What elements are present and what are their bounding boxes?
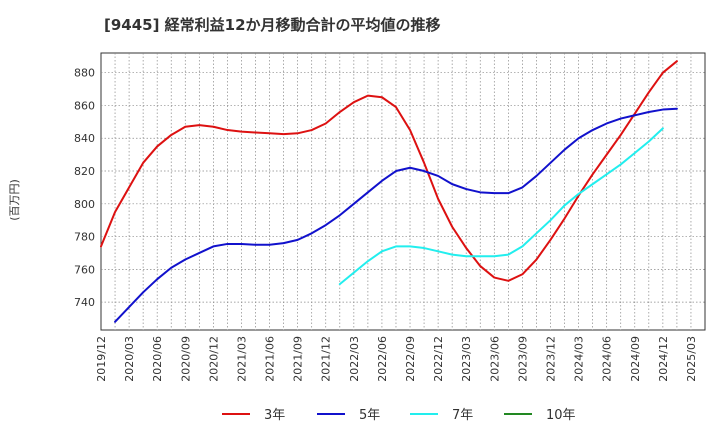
x-tick-label: 2020/03 — [123, 336, 136, 382]
x-tick-label: 2019/12 — [95, 336, 108, 382]
y-tick-label: 760 — [74, 263, 95, 276]
x-tick-label: 2024/03 — [573, 336, 586, 382]
x-tick-label: 2024/09 — [629, 336, 642, 382]
y-tick-labels: 740 760 780 800 820 840 860 880 — [74, 67, 95, 309]
legend-label-10年: 10年 — [546, 408, 576, 423]
x-tick-label: 2022/09 — [404, 336, 417, 382]
x-tick-label: 2024/12 — [657, 336, 670, 382]
plot-frame — [100, 52, 706, 331]
x-tick-label: 2021/06 — [264, 336, 277, 382]
legend-label-7年: 7年 — [452, 408, 473, 423]
legend-label-5年: 5年 — [359, 408, 380, 423]
x-tick-labels: 2019/12 2020/03 2020/06 2020/09 2020/12 2021/… — [95, 336, 698, 382]
y-tick-label: 840 — [74, 132, 95, 145]
x-tick-label: 2023/09 — [516, 336, 529, 382]
x-tick-label: 2025/03 — [685, 336, 698, 382]
x-tick-label: 2023/06 — [488, 336, 501, 382]
x-tick-label: 2023/03 — [460, 336, 473, 382]
x-tick-label: 2023/12 — [544, 336, 557, 382]
series-line-5年 — [114, 107, 678, 323]
x-tick-label: 2022/06 — [376, 336, 389, 382]
series-line-7年 — [338, 127, 664, 286]
legend: 3年 5年 7年 10年 — [222, 408, 576, 423]
y-tick-label: 820 — [74, 165, 95, 178]
y-tick-label: 880 — [74, 67, 95, 80]
x-tick-label: 2022/12 — [432, 336, 445, 382]
grid — [101, 53, 705, 330]
x-tick-label: 2024/06 — [601, 336, 614, 382]
y-axis-label: (百万円) — [8, 179, 21, 221]
y-tick-label: 740 — [74, 296, 95, 309]
y-tick-label: 780 — [74, 231, 95, 244]
x-tick-label: 2021/12 — [320, 336, 333, 382]
x-tick-label: 2020/09 — [179, 336, 192, 382]
x-tick-label: 2021/03 — [235, 336, 248, 382]
y-tick-label: 860 — [74, 99, 95, 112]
y-tick-label: 800 — [74, 198, 95, 211]
x-tick-label: 2020/12 — [207, 336, 220, 382]
x-tick-label: 2021/09 — [292, 336, 305, 382]
series-lines — [100, 60, 678, 323]
x-tick-label: 2020/06 — [151, 336, 164, 382]
x-tick-label: 2022/03 — [348, 336, 361, 382]
legend-label-3年: 3年 — [264, 408, 285, 423]
chart-title: [9445] 経常利益12か月移動合計の平均値の推移 — [104, 16, 441, 34]
